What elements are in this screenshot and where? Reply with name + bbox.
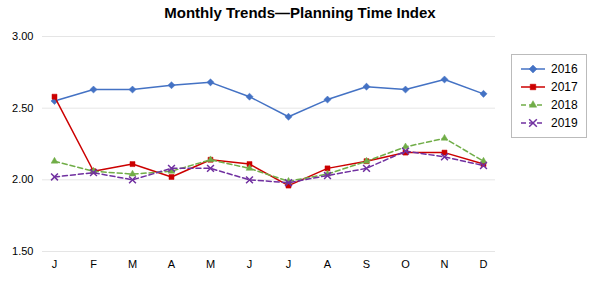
svg-text:J: J bbox=[52, 258, 58, 270]
svg-text:A: A bbox=[168, 258, 176, 270]
svg-text:J: J bbox=[286, 258, 292, 270]
html-text:2019: 2019 bbox=[551, 116, 578, 130]
svg-text:M: M bbox=[206, 258, 215, 270]
svg-text:N: N bbox=[441, 258, 449, 270]
svg-text:O: O bbox=[401, 258, 410, 270]
svg-text:J: J bbox=[247, 258, 253, 270]
html-text:2018: 2018 bbox=[551, 98, 578, 112]
svg-text:M: M bbox=[128, 258, 137, 270]
html-text:2016: 2016 bbox=[551, 62, 578, 76]
svg-text:1.50: 1.50 bbox=[12, 245, 33, 257]
svg-text:A: A bbox=[324, 258, 332, 270]
svg-text:S: S bbox=[363, 258, 370, 270]
svg-text:2.00: 2.00 bbox=[12, 173, 33, 185]
svg-text:F: F bbox=[90, 258, 97, 270]
svg-text:D: D bbox=[480, 258, 488, 270]
html-text:2017: 2017 bbox=[551, 80, 578, 94]
svg-text:2.50: 2.50 bbox=[12, 102, 33, 114]
svg-text:3.00: 3.00 bbox=[12, 30, 33, 42]
html-text:Monthly Trends—Planning Time I: Monthly Trends—Planning Time Index bbox=[164, 4, 436, 21]
